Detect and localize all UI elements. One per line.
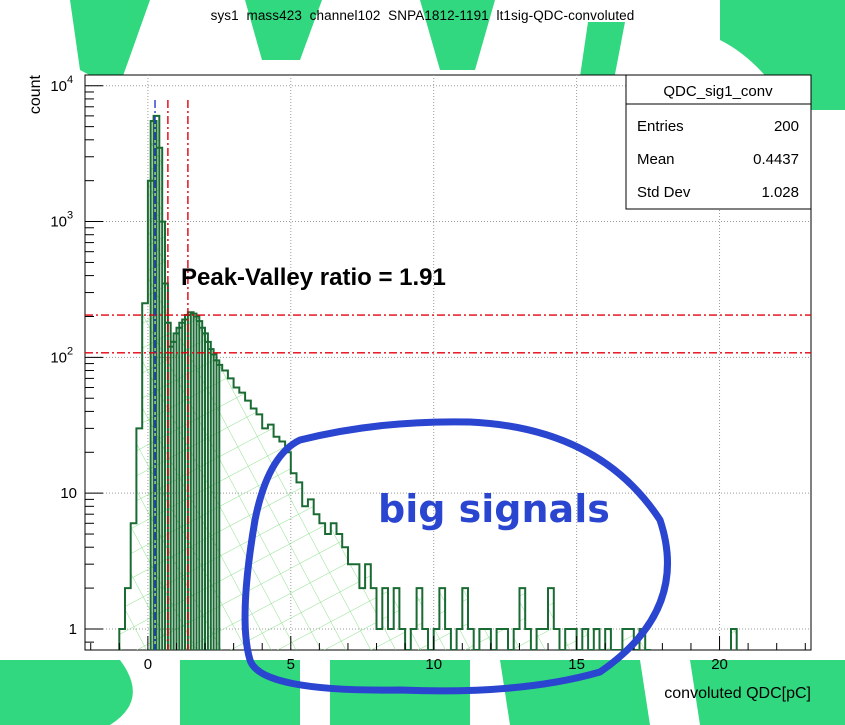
x-tick-label: 10 bbox=[425, 656, 442, 673]
x-tick-label: 0 bbox=[144, 656, 152, 673]
y-tick-label: 10 bbox=[60, 485, 77, 502]
stats-stddev-label: Std Dev bbox=[637, 184, 691, 201]
y-tick-label: 10 bbox=[50, 214, 67, 231]
y-tick-label: 1 bbox=[69, 621, 77, 638]
stats-box: QDC_sig1_conv Entries 200 Mean 0.4437 St… bbox=[625, 74, 812, 210]
stats-entries-label: Entries bbox=[637, 118, 684, 135]
y-tick-exponent: 4 bbox=[67, 74, 73, 86]
peak-valley-annotation: Peak-Valley ratio = 1.91 bbox=[181, 264, 446, 291]
y-tick-exponent: 3 bbox=[67, 210, 73, 222]
y-tick-label: 10 bbox=[50, 78, 67, 95]
y-tick-label: 10 bbox=[50, 349, 67, 366]
y-tick-exponent: 2 bbox=[67, 345, 73, 357]
histogram-fill bbox=[119, 115, 737, 650]
histogram-outline bbox=[118, 114, 738, 650]
stats-mean-label: Mean bbox=[637, 151, 675, 168]
stats-entries-value: 200 bbox=[774, 118, 799, 135]
guide-lines bbox=[85, 100, 811, 650]
handdrawn-circle bbox=[241, 418, 671, 695]
x-tick-label: 15 bbox=[568, 656, 585, 673]
y-axis-label: count bbox=[27, 74, 44, 114]
x-tick-label: 5 bbox=[287, 656, 295, 673]
x-axis-label: convoluted QDC[pC] bbox=[664, 685, 811, 702]
stats-name: QDC_sig1_conv bbox=[663, 83, 773, 100]
handwritten-note: big signals bbox=[378, 487, 610, 531]
stats-stddev-value: 1.028 bbox=[761, 184, 799, 201]
chart-title: sys1 mass423 channel102 SNPA1812-1191 lt… bbox=[210, 8, 635, 23]
histogram-series bbox=[118, 114, 738, 650]
x-tick-label: 20 bbox=[711, 656, 728, 673]
stats-mean-value: 0.4437 bbox=[753, 151, 799, 168]
